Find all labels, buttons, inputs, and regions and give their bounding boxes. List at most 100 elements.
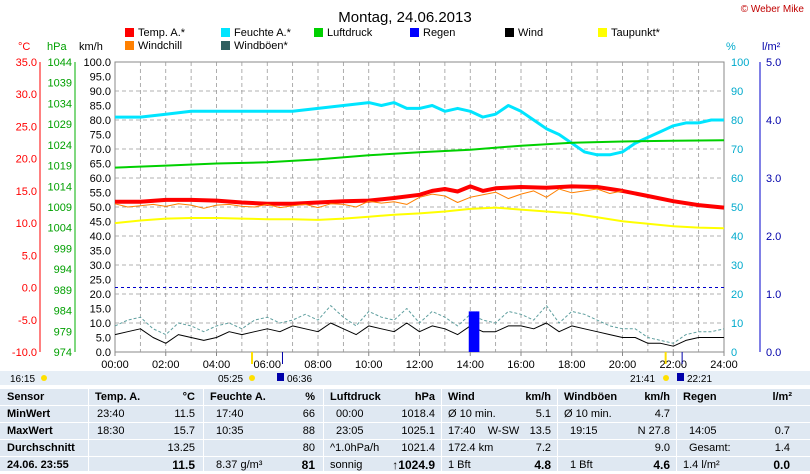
- legend-label: Windchill: [138, 40, 182, 52]
- sunrise-icon: [249, 375, 255, 381]
- pressure-tick-label: 989: [54, 285, 72, 297]
- cell-time: 19:15: [570, 425, 598, 437]
- sunset-icon: [663, 375, 669, 381]
- header-label: Feuchte A.: [210, 391, 266, 403]
- cell-time: 23:40: [97, 408, 125, 420]
- cell-value: 15.7: [173, 425, 195, 437]
- rain-tick-label: 4.0: [766, 115, 781, 127]
- pressure-tick-label: 1024: [48, 140, 72, 152]
- legend-label: Taupunkt*: [611, 27, 661, 39]
- table-row: 11.5: [89, 457, 203, 474]
- cell-time: 1.4 l/m²: [683, 459, 720, 471]
- wind-tick-label: 40.0: [90, 231, 111, 243]
- table-row: 10:35 88: [204, 423, 323, 440]
- temp-tick-label: 10.0: [16, 218, 37, 230]
- wind-tick-label: 100.0: [83, 57, 111, 69]
- cell-value: 7.2: [535, 442, 551, 454]
- table-header: Feuchte A.%: [204, 389, 323, 406]
- wind-tick-label: 95.0: [90, 72, 111, 84]
- table-col-temp: Temp. A. °C 23:40 11.5 18:30 15.7 13.25 11.…: [89, 389, 204, 474]
- humidity-tick-label: 20: [731, 289, 743, 301]
- row-label: 24.06. 23:55: [7, 459, 69, 471]
- table-row: 9.0: [558, 440, 676, 457]
- cell-value: 4.7: [654, 408, 670, 420]
- unit-label-humidity: %: [726, 41, 736, 53]
- x-tick-label: 02:00: [152, 359, 180, 371]
- pressure-tick-label: 1034: [48, 98, 72, 110]
- weather-chart: Montag, 24.06.2013 Temp. A.* Feuchte A.* Lu…: [0, 9, 810, 385]
- cell-value: 11.5: [172, 458, 195, 472]
- rain-tick-label: 0.0: [766, 347, 781, 359]
- x-tick-label: 14:00: [456, 359, 484, 371]
- moonrise-time: 22:21: [687, 374, 712, 385]
- humidity-tick-label: 60: [731, 173, 743, 185]
- rain-tick-label: 2.0: [766, 231, 781, 243]
- wind-tick-label: 60.0: [90, 173, 111, 185]
- wind-tick-label: 5.0: [96, 333, 111, 345]
- humidity-tick-label: 10: [731, 318, 743, 330]
- wind-tick-label: 90.0: [90, 86, 111, 98]
- unit-label-temp: °C: [18, 41, 30, 53]
- legend-label: Luftdruck: [327, 27, 373, 39]
- rain-tick-label: 3.0: [766, 173, 781, 185]
- x-tick-label: 20:00: [609, 359, 637, 371]
- table-col-humidity: Feuchte A.% 17:40 66 10:35 88 80 8.37 g/m³…: [204, 389, 324, 474]
- legend-swatch: [125, 28, 134, 37]
- wind-tick-label: 30.0: [90, 260, 111, 272]
- x-tick-label: 06:00: [253, 359, 281, 371]
- table-header: Luftdruck hPa: [324, 389, 441, 406]
- cell-time: 8.37 g/m³: [216, 459, 263, 471]
- x-tick-label: 18:00: [558, 359, 586, 371]
- rain-bar: [476, 311, 480, 352]
- rain-bar: [468, 311, 472, 352]
- pressure-tick-label: 1019: [48, 161, 72, 173]
- pressure-tick-label: 1044: [48, 57, 72, 69]
- copyright-label: © Weber Mike: [740, 4, 804, 15]
- legend-swatch: [221, 41, 230, 50]
- cell-value: 66: [302, 408, 315, 420]
- temp-tick-label: 15.0: [16, 186, 37, 198]
- header-label: Luftdruck: [330, 391, 381, 403]
- cell-value: 13.25: [167, 442, 195, 454]
- table-row: MinWert: [0, 406, 88, 423]
- cell-value: 1018.4: [401, 408, 435, 420]
- table-row: 1 Bft 4.8: [442, 457, 557, 474]
- header-unit: km/h: [644, 391, 670, 403]
- pressure-tick-label: 974: [54, 347, 72, 359]
- table-row: [677, 406, 810, 423]
- table-row: Durchschnitt: [0, 440, 88, 457]
- header-label: Regen: [683, 391, 717, 403]
- humidity-tick-label: 80: [731, 115, 743, 127]
- rain-bar: [471, 311, 475, 352]
- temp-tick-label: 5.0: [22, 250, 37, 262]
- cell-value: 13.5: [529, 425, 551, 437]
- table-row: sonnig ↑1024.9: [324, 457, 441, 474]
- table-col-pressure: Luftdruck hPa 00:00 1018.4 23:05 1025.1 ^1.…: [324, 389, 442, 474]
- x-tick-label: 24:00: [710, 359, 738, 371]
- cell-time: 1 Bft: [448, 459, 471, 471]
- header-label: Wind: [448, 391, 475, 403]
- table-row: Gesamt: 1.4: [677, 440, 810, 457]
- humidity-tick-label: 30: [731, 260, 743, 272]
- table-col-sensor: Sensor MinWert MaxWert Durchschnitt 24.0…: [0, 389, 89, 474]
- cell-time: 172.4 km: [448, 442, 494, 454]
- legend-label: Regen: [423, 27, 455, 39]
- wind-tick-label: 45.0: [90, 217, 111, 229]
- legend-swatch: [505, 28, 514, 37]
- table-header: Windböen km/h: [558, 389, 676, 406]
- rain-bar: [473, 311, 477, 352]
- cell-value: 81: [301, 458, 315, 472]
- legend-label: Windböen*: [234, 40, 289, 52]
- table-row: 17:40 W-SW 13.5: [442, 423, 557, 440]
- table-row: 80: [204, 440, 323, 457]
- legend-swatch: [410, 28, 419, 37]
- header-label: Windböen: [564, 391, 618, 403]
- wind-tick-label: 85.0: [90, 101, 111, 113]
- cell-time: 10:35: [216, 425, 244, 437]
- table-row: 14:05 0.7: [677, 423, 810, 440]
- cell-value: 0.7: [774, 425, 790, 437]
- temp-tick-label: 30.0: [16, 89, 37, 101]
- header-unit: l/m²: [772, 391, 792, 403]
- legend-label: Temp. A.*: [138, 27, 186, 39]
- x-tick-label: 00:00: [101, 359, 129, 371]
